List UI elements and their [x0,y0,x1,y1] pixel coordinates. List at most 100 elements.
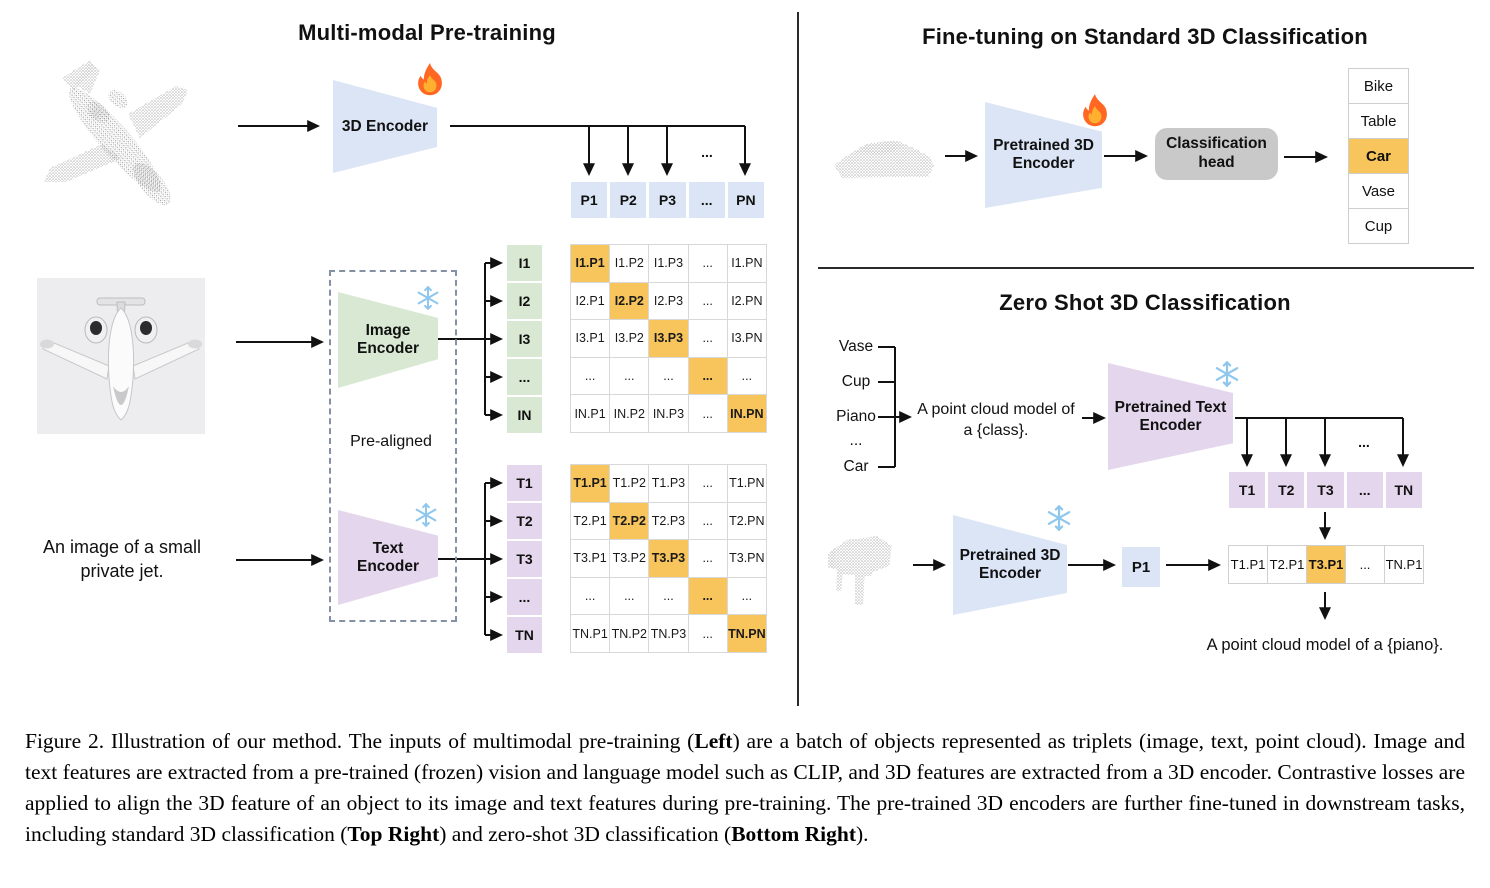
matrix-cell: T3.P1 [571,540,611,578]
p-feature-cell: PN [727,182,764,218]
matrix-cell: T2.P3 [649,502,689,541]
snowflake-icon [1047,505,1071,531]
zeroshot-title: Zero Shot 3D Classification [999,290,1291,315]
class-word: Vase [838,338,874,355]
t-feature-cell: TN [1385,472,1422,508]
matrix-cell: IN.P1 [571,395,611,433]
t-feature-cell: T1 [1229,472,1266,508]
zeroshot-3d-encoder-label: Pretrained 3D Encoder [959,547,1061,582]
image-feature-cell: I3 [507,321,542,357]
class-option: Table [1349,104,1409,139]
matrix-cell: I3.PN [727,320,767,358]
matrix-cell: T1.P3 [649,465,689,503]
p-feature-cell: P1 [571,182,608,218]
zeroshot-t-row: T1 T2 T3... TN [1229,472,1422,508]
matrix-cell: ... [688,577,728,616]
zeroshot-result-row: T1.P1 T2.P1 T3.P1... TN.P1 [1228,545,1424,584]
zeroshot-class-words: Vase Cup Piano... Car [820,338,892,476]
result-cell: TN.P1 [1385,546,1424,584]
matrix-cell: I2.P2 [610,282,650,321]
p-feature-cell: ... [688,182,725,218]
t-feature-cell: T3 [1307,472,1344,508]
text-feature-column: T1 T2 T3... TN [507,465,542,653]
matrix-cell: ... [649,577,689,616]
class-word: Piano [836,408,876,425]
matrix-cell: I2.P3 [649,282,689,321]
result-cell: ... [1346,546,1385,584]
piano-point-cloud [828,536,892,605]
matrix-cell: T1.PN [727,465,767,503]
text-feature-cell: TN [507,617,542,653]
matrix-cell: TN.P2 [610,615,650,653]
text-feature-cell: T3 [507,541,542,577]
text-feature-cell: ... [507,579,542,615]
text-point-matrix: T1.P1 T1.P2 T1.P3... T1.PN T2.P1 T2.P2 T2.P3..… [570,464,767,653]
matrix-cell: TN.P1 [571,615,611,653]
image-point-matrix: I1.P1 I1.P2 I1.P3... I1.PN I2.P1 I2.P2 I2.P3..… [570,244,767,433]
p1-feature-cell: P1 [1122,547,1160,587]
result-cell: T2.P1 [1268,546,1307,584]
matrix-cell: ... [688,320,728,358]
class-option: Cup [1349,209,1409,244]
fire-icon [1083,94,1107,127]
image-feature-cell: I2 [507,283,542,319]
jet-image [37,278,205,434]
matrix-cell: ... [571,577,611,616]
class-word: Car [843,458,869,475]
result-cell: T3.P1 [1307,546,1346,584]
matrix-cell: I1.P3 [649,245,689,283]
text-feature-cell: T1 [507,465,542,501]
matrix-cell: ... [688,502,728,541]
matrix-cell: I2.PN [727,282,767,321]
matrix-cell: ... [649,357,689,396]
classification-head: Classification head [1155,128,1278,180]
connector-layer [236,12,1474,706]
matrix-cell: I1.PN [727,245,767,283]
matrix-cell: ... [688,245,728,283]
matrix-cell: ... [571,357,611,396]
t-feature-cell: T2 [1268,472,1305,508]
pre-aligned-box [329,270,457,622]
matrix-cell: ... [727,357,767,396]
p-row-ellipsis: ... [701,144,713,160]
matrix-cell: ... [688,465,728,503]
matrix-cell: T3.PN [727,540,767,578]
matrix-cell: T2.P2 [610,502,650,541]
text-encoder-label: Text Encoder [356,539,419,575]
matrix-cell: I3.P3 [649,320,689,358]
pretrained-3d-encoder-label: Pretrained 3D Encoder [993,137,1094,172]
matrix-cell: I1.P2 [610,245,650,283]
fire-icon [418,63,442,96]
image-feature-column: I1 I2 I3... IN [507,245,542,433]
class-option: Vase [1349,174,1409,209]
matrix-cell: I1.P1 [571,245,611,283]
classification-head-label: Classification head [1166,135,1267,171]
matrix-cell: ... [688,282,728,321]
matrix-cell: T1.P2 [610,465,650,503]
matrix-cell: T2.P1 [571,502,611,541]
matrix-cell: ... [610,357,650,396]
pretrained-text-encoder-label: Pretrained Text Encoder [1114,398,1227,434]
class-option: Bike [1349,69,1409,104]
encoder-3d-label: 3D Encoder [341,117,429,135]
matrix-cell: I3.P2 [610,320,650,358]
p-feature-row: P1 P2 P3... PN [571,182,764,218]
matrix-cell: IN.P3 [649,395,689,433]
matrix-cell: IN.P2 [610,395,650,433]
matrix-cell: TN.PN [727,615,767,653]
p-feature-cell: P2 [610,182,647,218]
image-feature-cell: I1 [507,245,542,281]
matrix-cell: T3.P3 [649,540,689,578]
pre-aligned-label: Pre-aligned [350,433,432,450]
figure-caption: Figure 2. Illustration of our method. Th… [25,729,1466,846]
p-feature-cell: P3 [649,182,686,218]
matrix-cell: ... [610,577,650,616]
prompt-text: A point cloud model of a {class}. [917,401,1075,439]
matrix-cell: ... [688,540,728,578]
matrix-cell: TN.P3 [649,615,689,653]
matrix-cell: ... [688,357,728,396]
snowflake-icon [415,503,437,527]
snowflake-icon [417,286,439,310]
matrix-cell: I3.P1 [571,320,611,358]
matrix-cell: ... [688,615,728,653]
